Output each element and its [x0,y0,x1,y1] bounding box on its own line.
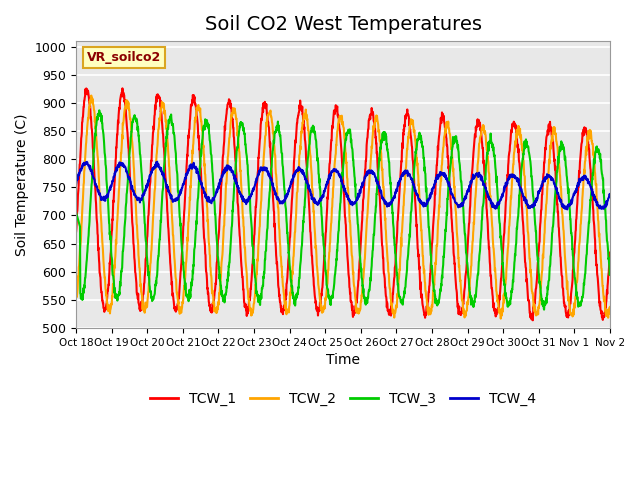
TCW_4 [186,164,194,169]
TCW_2 [272,172,280,178]
TCW_4 [72,181,80,187]
TCW_3 [72,210,80,216]
TCW_1 [293,120,301,126]
TCW_3 [186,295,194,300]
X-axis label: Time: Time [326,353,360,367]
TCW_3 [606,271,614,276]
Line: TCW_4: TCW_4 [76,162,610,209]
Y-axis label: Soil Temperature (C): Soil Temperature (C) [15,113,29,256]
TCW_1 [272,252,280,258]
TCW_3 [103,184,111,190]
Text: VR_soilco2: VR_soilco2 [87,51,161,64]
TCW_2 [291,242,298,248]
Line: TCW_1: TCW_1 [76,88,610,320]
TCW_2 [437,177,445,182]
TCW_1 [72,228,80,234]
Line: TCW_3: TCW_3 [76,110,610,310]
TCW_4 [154,159,161,165]
TCW_2 [293,190,301,196]
TCW_3 [95,108,103,113]
TCW_4 [606,194,614,200]
TCW_3 [291,299,298,304]
TCW_1 [606,250,614,255]
TCW_3 [437,288,445,294]
TCW_1 [529,317,536,323]
TCW_1 [186,111,194,117]
TCW_3 [293,295,301,300]
TCW_2 [72,293,80,299]
TCW_4 [437,170,445,176]
Legend: TCW_1, TCW_2, TCW_3, TCW_4: TCW_1, TCW_2, TCW_3, TCW_4 [145,386,541,412]
TCW_4 [291,173,298,179]
TCW_4 [272,191,280,196]
TCW_4 [293,167,301,173]
TCW_2 [606,304,614,310]
Title: Soil CO2 West Temperatures: Soil CO2 West Temperatures [205,15,481,34]
TCW_4 [563,206,571,212]
TCW_3 [540,307,548,312]
TCW_2 [88,93,95,98]
TCW_4 [103,195,111,201]
TCW_1 [103,300,111,306]
Line: TCW_2: TCW_2 [76,96,610,319]
TCW_1 [118,85,126,91]
TCW_3 [272,129,280,134]
TCW_2 [103,300,111,305]
TCW_2 [186,183,194,189]
TCW_2 [497,316,504,322]
TCW_1 [437,115,445,120]
TCW_1 [291,156,298,162]
